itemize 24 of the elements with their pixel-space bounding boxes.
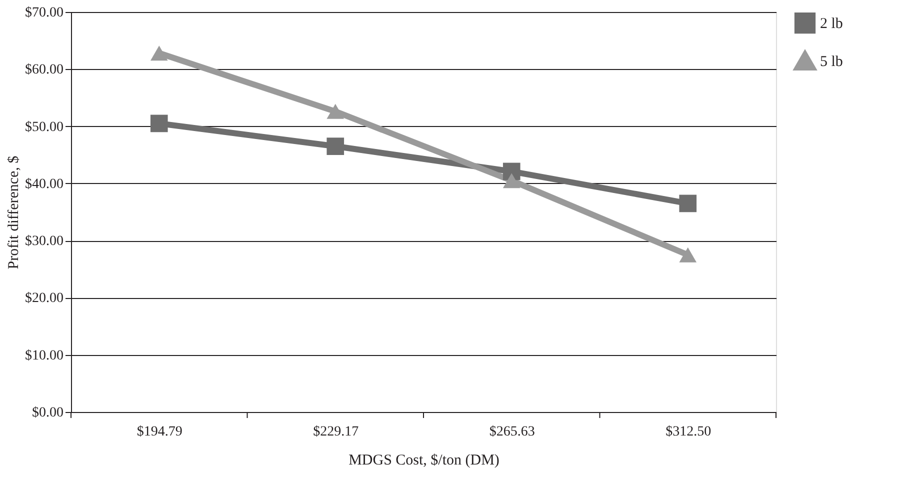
x-tick-label: $312.50	[666, 424, 712, 440]
point	[150, 114, 168, 132]
legend-label: 2 lb	[820, 16, 843, 32]
point	[502, 162, 520, 180]
point	[679, 247, 697, 262]
y-tick-label: $50.00	[25, 120, 64, 135]
point	[679, 194, 697, 212]
y-tick-label: $20.00	[25, 291, 64, 306]
y-tick-label: $40.00	[25, 176, 64, 192]
y-tick-label: $60.00	[25, 62, 64, 78]
x-tick-label: $194.79	[136, 424, 182, 440]
y-tick-label: $0.00	[32, 406, 64, 420]
x-axis-title: MDGS Cost, $/ton (DM)	[348, 452, 500, 468]
y-tick-label: $30.00	[25, 234, 64, 250]
legend-label: 5 lb	[820, 54, 843, 70]
y-tick-label: $70.00	[25, 6, 64, 20]
y-axis-title: Profit difference, $	[6, 155, 22, 270]
x-tick-label: $229.17	[313, 424, 359, 440]
point	[326, 104, 344, 119]
x-tick-label: $265.63	[489, 424, 535, 440]
point	[326, 138, 344, 155]
y-tick-label: $10.00	[25, 348, 64, 364]
point	[150, 46, 168, 61]
point	[502, 173, 520, 188]
